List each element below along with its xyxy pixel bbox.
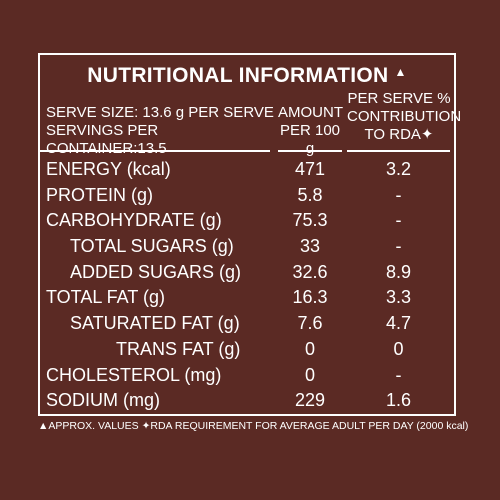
panel-title: NUTRITIONAL INFORMATION ▲ [40, 64, 454, 88]
nutrient-label: SATURATED FAT (g) [70, 313, 240, 334]
table-row: SODIUM (mg) 229 1.6 [40, 389, 454, 415]
nutrient-label: ENERGY (kcal) [46, 159, 171, 179]
table-row: TOTAL SUGARS (g) 33 - [40, 235, 454, 261]
nutrition-panel: NUTRITIONAL INFORMATION ▲ SERVE SIZE: 13.… [38, 53, 462, 416]
amount-value: 229 [294, 390, 326, 411]
amount-header-line2: PER 100 g [279, 122, 341, 157]
rda-value: - [395, 236, 402, 257]
rda-value: - [395, 184, 402, 205]
nutrient-label: TOTAL SUGARS (g) [70, 236, 234, 257]
table-row: ADDED SUGARS (g) 32.6 8.9 [40, 261, 454, 287]
amount-value: 32.6 [292, 261, 328, 282]
nutrient-label: CHOLESTEROL (mg) [46, 364, 222, 385]
rda-header: PER SERVE % CONTRIBUTION TO RDA✦ [347, 90, 462, 144]
nutrient-label: ADDED SUGARS (g) [70, 261, 242, 282]
nutrient-label: TRANS FAT (g) [116, 338, 241, 359]
table-row: CARBOHYDRATE (g) 75.3 - [40, 209, 454, 235]
amount-value: 16.3 [292, 287, 328, 308]
rda-value: 1.6 [385, 390, 412, 411]
nutrient-rows: ENERGY (kcal) 471 3.2 PROTEIN (g) 5.8 - … [40, 158, 454, 415]
rda-value: 3.2 [385, 159, 412, 179]
rda-header-line2: CONTRIBUTION [347, 108, 462, 125]
serve-size-text: SERVE SIZE: 13.6 g PER SERVE [46, 104, 274, 121]
rda-value: 8.9 [385, 261, 412, 282]
amount-value: 0 [304, 338, 315, 359]
rda-value: 0 [393, 338, 404, 359]
serve-info-header: SERVE SIZE: 13.6 g PER SERVE SERVINGS PE… [46, 104, 274, 158]
rda-value: - [395, 210, 402, 231]
table-row: TRANS FAT (g) 0 0 [40, 338, 454, 364]
amount-value: 5.8 [297, 184, 323, 205]
rda-header-line3: TO RDA✦ [364, 126, 434, 143]
amount-header-line1: AMOUNT [278, 104, 343, 121]
table-row: TOTAL FAT (g) 16.3 3.3 [40, 286, 454, 312]
amount-value: 0 [304, 364, 315, 385]
amount-value: 471 [294, 159, 326, 179]
table-row: SATURATED FAT (g) 7.6 4.7 [40, 312, 454, 338]
header-divider-left [40, 150, 270, 152]
nutrient-label: SODIUM (mg) [46, 390, 160, 411]
amount-value: 75.3 [292, 210, 328, 231]
nutrient-label: CARBOHYDRATE (g) [46, 210, 222, 231]
header-divider-right [347, 150, 450, 152]
rda-value: - [395, 364, 402, 385]
footnote: ▲APPROX. VALUES ✦RDA REQUIREMENT FOR AVE… [38, 420, 469, 432]
table-row: ENERGY (kcal) 471 3.2 [40, 158, 454, 184]
table-row: PROTEIN (g) 5.8 - [40, 184, 454, 210]
nutrient-label: TOTAL FAT (g) [46, 287, 166, 308]
table-row: CHOLESTEROL (mg) 0 - [40, 364, 454, 390]
rda-value: 3.3 [385, 287, 412, 308]
nutrient-label: PROTEIN (g) [46, 184, 154, 205]
amount-header: AMOUNT PER 100 g [278, 104, 343, 158]
servings-per-container-text: SERVINGS PER CONTAINER:13.5 [46, 122, 167, 157]
amount-value: 7.6 [297, 313, 323, 334]
amount-value: 33 [299, 236, 321, 257]
title-text: NUTRITIONAL INFORMATION [87, 64, 389, 87]
header-divider-mid [278, 150, 342, 152]
rda-header-line1: PER SERVE % [347, 90, 451, 107]
title-triangle-mark: ▲ [394, 65, 407, 79]
rda-value: 4.7 [385, 313, 412, 334]
